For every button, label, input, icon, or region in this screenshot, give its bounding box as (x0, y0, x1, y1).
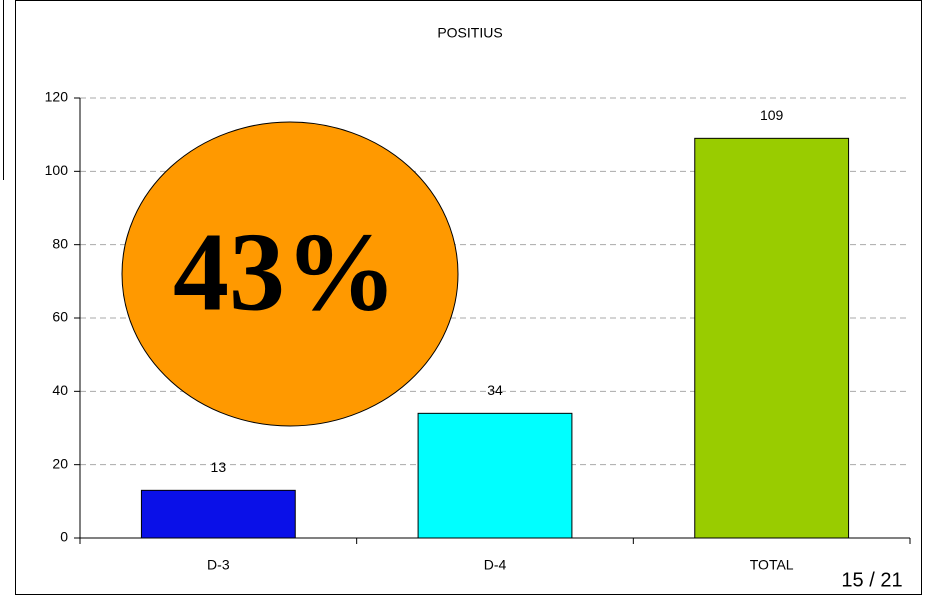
annotation-ellipse (121, 121, 459, 427)
page-number: 15 / 21 (841, 569, 902, 591)
bar (140, 489, 296, 539)
x-tick-label: D-4 (484, 557, 507, 573)
y-tick-label: 40 (52, 382, 68, 398)
x-tick-label: TOTAL (750, 557, 794, 573)
y-tick-label: 100 (45, 162, 69, 178)
x-tick-label: D-3 (207, 557, 230, 573)
annotation-text: 43% (173, 211, 397, 335)
y-tick-label: 80 (52, 235, 68, 251)
y-tick-label: 60 (52, 309, 68, 325)
bar (417, 412, 573, 539)
data-label: 109 (760, 107, 784, 123)
y-tick-label: 0 (60, 529, 68, 545)
chart-title: POSITIUS (437, 25, 502, 41)
bar (694, 137, 850, 539)
data-label: 34 (487, 382, 503, 398)
data-label: 13 (211, 459, 227, 475)
y-tick-label: 20 (52, 455, 68, 471)
y-tick-label: 120 (45, 89, 69, 105)
